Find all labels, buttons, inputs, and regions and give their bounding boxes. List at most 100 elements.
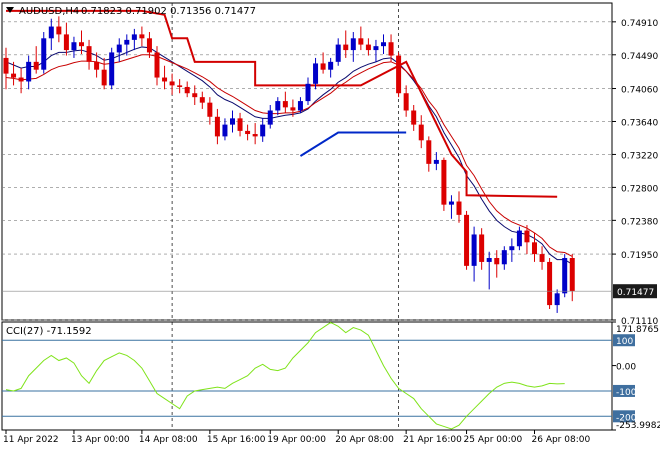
candle-body[interactable] (403, 93, 409, 111)
candle-body[interactable] (207, 102, 213, 117)
candle-body[interactable] (365, 44, 371, 51)
grid (1, 2, 613, 431)
price-tick-label: 0.74490 (621, 52, 658, 62)
candle-body[interactable] (305, 83, 311, 102)
cci-level-box (613, 410, 635, 423)
candle-body[interactable] (267, 110, 273, 125)
candle-body[interactable] (154, 52, 160, 78)
candle-body[interactable] (479, 234, 485, 262)
candle-body[interactable] (562, 258, 568, 294)
candle-body[interactable] (569, 258, 575, 291)
price-tick-label: 0.73640 (621, 118, 658, 128)
candle-body[interactable] (139, 34, 145, 39)
price-pane[interactable] (2, 9, 612, 313)
candle-body[interactable] (486, 258, 492, 262)
candle-body[interactable] (471, 234, 477, 266)
candle-body[interactable] (358, 38, 364, 45)
candle-body[interactable] (199, 97, 205, 103)
candle-body[interactable] (116, 44, 122, 53)
candle-body[interactable] (313, 63, 319, 84)
candle-body[interactable] (343, 44, 349, 51)
candle-body[interactable] (260, 124, 266, 137)
candle-body[interactable] (290, 107, 296, 111)
candle-body[interactable] (547, 261, 553, 306)
candle-body[interactable] (411, 110, 417, 125)
cci-level-box (613, 384, 635, 397)
time-tick-label: 11 Apr 2022 (3, 435, 59, 445)
candle-body[interactable] (162, 77, 168, 82)
candle-body[interactable] (328, 61, 334, 70)
candle-body[interactable] (516, 230, 522, 247)
candle-body[interactable] (494, 258, 500, 265)
candle-body[interactable] (426, 140, 432, 164)
candle-body[interactable] (275, 101, 281, 111)
candle-body[interactable] (456, 201, 462, 215)
candle-body[interactable] (381, 42, 386, 47)
cci-pane[interactable] (2, 321, 612, 430)
candle-body[interactable] (18, 77, 24, 82)
candle-body[interactable] (433, 159, 439, 164)
candle-body[interactable] (373, 46, 379, 51)
candle-body[interactable] (418, 124, 424, 141)
time-tick-label: 15 Apr 16:00 (207, 435, 266, 445)
triangle-down-icon[interactable] (6, 7, 14, 13)
candle-body[interactable] (94, 61, 100, 70)
candle-body[interactable] (252, 134, 258, 137)
candle-body[interactable] (41, 38, 47, 70)
candle-body[interactable] (282, 101, 288, 108)
candle-body[interactable] (63, 34, 69, 51)
candle-body[interactable] (501, 250, 507, 265)
candle-body[interactable] (532, 242, 537, 255)
candle-body[interactable] (554, 293, 560, 306)
time-tick-label: 20 Apr 08:00 (335, 435, 394, 445)
candle-body[interactable] (131, 34, 137, 40)
price-tick-label: 0.73220 (621, 151, 658, 161)
ohlc-values: 0.71823 0.71902 0.71356 0.71477 (81, 6, 256, 17)
candle-body[interactable] (3, 57, 9, 74)
candle-body[interactable] (169, 81, 175, 86)
candle-body[interactable] (184, 86, 190, 94)
candle-body[interactable] (448, 201, 454, 205)
candle-body[interactable] (86, 46, 92, 62)
candle-body[interactable] (297, 101, 303, 111)
candle-body[interactable] (109, 52, 115, 86)
time-tick-label: 19 Apr 00:00 (267, 435, 326, 445)
cci-line (5, 321, 565, 430)
candle-body[interactable] (524, 230, 530, 243)
candle-body[interactable] (101, 69, 107, 86)
candle-body[interactable] (509, 246, 515, 251)
candle-body[interactable] (48, 26, 54, 39)
candle-body[interactable] (214, 116, 220, 137)
candle-body[interactable] (539, 254, 545, 262)
candle-body[interactable] (146, 38, 152, 53)
candle-body[interactable] (464, 214, 470, 266)
cci-tick-label: -253.9982 (616, 421, 660, 431)
candle-body[interactable] (388, 42, 394, 56)
candle-body[interactable] (441, 159, 447, 205)
candle-body[interactable] (177, 85, 183, 87)
candle-body[interactable] (33, 61, 39, 70)
candle-body[interactable] (335, 44, 341, 62)
candle-body[interactable] (192, 93, 198, 98)
candle-body[interactable] (245, 130, 251, 135)
candle-body[interactable] (350, 38, 356, 51)
price-tick-label: 0.71950 (621, 251, 658, 261)
candle-body[interactable] (237, 118, 243, 131)
candle-body[interactable] (71, 42, 77, 51)
candle-body[interactable] (320, 63, 326, 70)
cci-tick-label: 100 (616, 337, 633, 347)
candle-body[interactable] (56, 26, 62, 35)
candle-body[interactable] (11, 73, 17, 78)
price-pane-border (1, 2, 613, 321)
candle-body[interactable] (79, 42, 84, 47)
candle-body[interactable] (396, 55, 402, 94)
candle-body[interactable] (230, 118, 235, 125)
candle-body[interactable] (26, 61, 32, 82)
candle-body[interactable] (222, 124, 228, 137)
candle-body[interactable] (124, 39, 130, 45)
axes: 0.74910 0.74490 0.74060 0.73640 0.73220 0.728… (3, 19, 660, 445)
ma-fast-line (5, 46, 573, 265)
cci-tick-label: -200 (616, 413, 637, 423)
